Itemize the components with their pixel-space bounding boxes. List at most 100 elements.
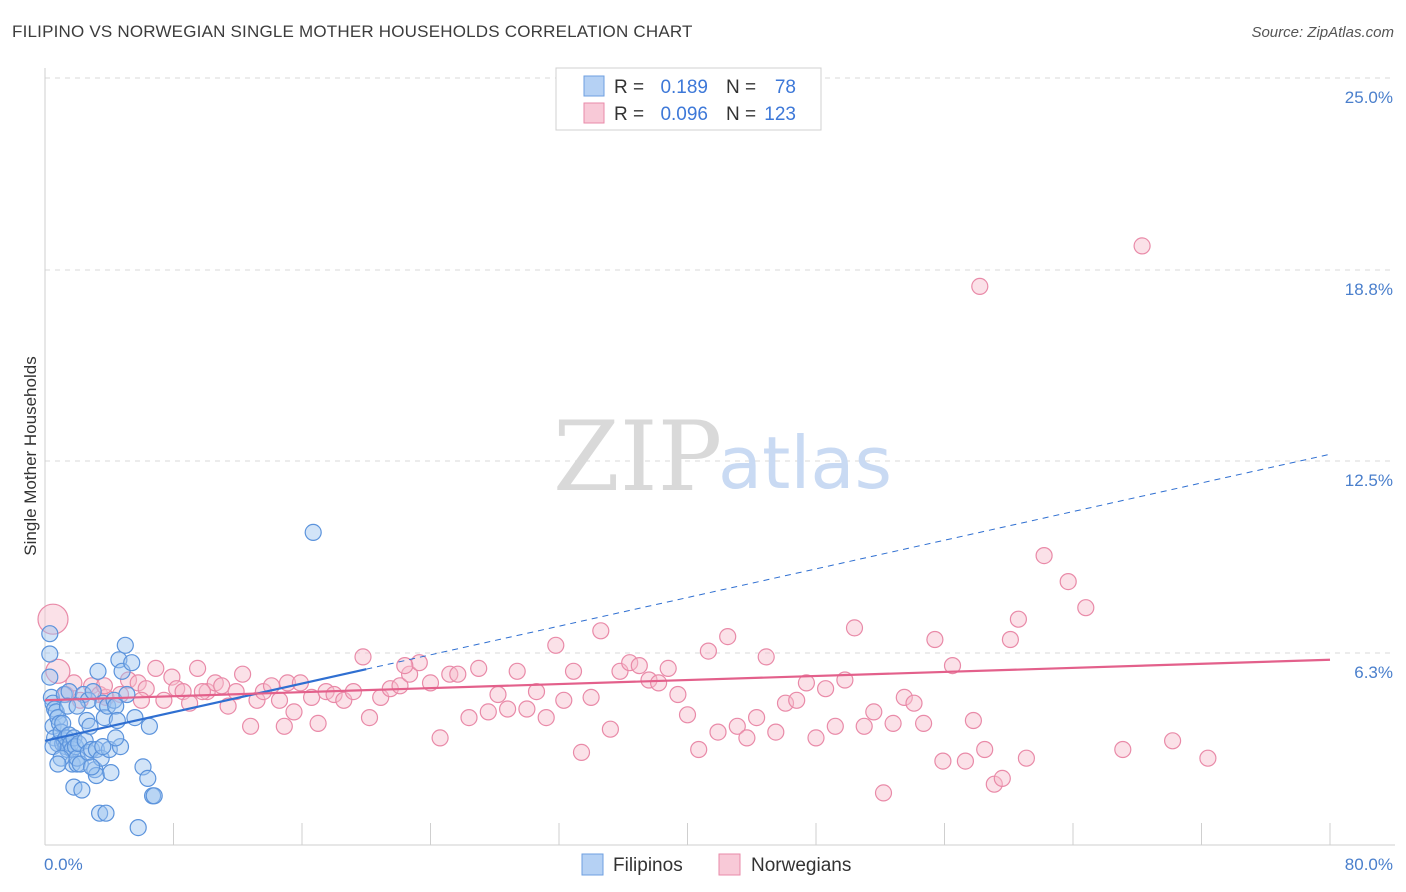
point-filipinos <box>304 523 322 542</box>
watermark-zip: ZIP <box>553 401 722 513</box>
point-filipinos <box>58 697 77 715</box>
point-norwegians <box>303 688 321 707</box>
point-norwegians <box>1114 740 1132 759</box>
point-norwegians <box>119 671 138 689</box>
point-norwegians <box>155 691 173 709</box>
point-norwegians <box>926 630 944 649</box>
point-norwegians <box>895 688 913 707</box>
point-norwegians <box>219 697 237 715</box>
point-filipinos <box>87 766 106 785</box>
point-norwegians <box>572 743 591 762</box>
point-norwegians <box>659 659 677 678</box>
point-norwegians <box>699 642 718 660</box>
point-norwegians <box>1017 749 1036 767</box>
point-norwegians <box>1001 630 1020 649</box>
series-filipinos <box>41 523 322 837</box>
point-norwegians <box>234 665 252 683</box>
chart-source: Source: ZipAtlas.com <box>1251 24 1394 41</box>
legend-swatch-filipinos <box>583 75 605 97</box>
legend: R = 0.189 N = 78 R = 0.096 N = 123 <box>555 67 822 131</box>
point-norwegians <box>449 665 467 683</box>
point-norwegians <box>621 654 639 672</box>
point-norwegians <box>993 769 1011 788</box>
point-norwegians <box>147 659 165 678</box>
point-norwegians <box>508 662 526 680</box>
point-norwegians <box>728 717 746 735</box>
point-norwegians <box>275 717 293 735</box>
point-norwegians <box>189 659 207 678</box>
point-norwegians <box>547 636 565 654</box>
point-filipinos <box>97 804 115 822</box>
point-filipinos <box>107 729 125 747</box>
point-filipinos <box>145 787 163 805</box>
point-filipinos <box>126 708 144 727</box>
point-norwegians <box>845 619 864 637</box>
y-tick-label-6-3: 6.3% <box>1354 663 1393 682</box>
y-axis-label: Single Mother Households <box>21 356 40 555</box>
trend-line-norwegians <box>44 658 1331 702</box>
point-filipinos <box>111 737 130 756</box>
point-norwegians <box>1133 237 1151 255</box>
point-filipinos <box>139 769 157 788</box>
point-norwegians <box>213 677 231 695</box>
point-norwegians <box>964 711 983 730</box>
x-tick-label-min: 0.0% <box>44 855 83 874</box>
point-norwegians <box>816 680 835 698</box>
point-norwegians <box>690 740 708 759</box>
point-filipinos <box>123 654 141 672</box>
point-norwegians <box>555 691 573 709</box>
point-filipinos <box>41 625 59 643</box>
point-norwegians <box>826 717 844 735</box>
point-norwegians <box>65 674 83 692</box>
point-norwegians <box>1035 546 1053 565</box>
point-filipinos <box>71 755 89 773</box>
chart-title: FILIPINO VS NORWEGIAN SINGLE MOTHER HOUS… <box>12 22 693 41</box>
point-norwegians <box>956 752 975 770</box>
trend-lines <box>44 453 1331 742</box>
legend-n-label-norwegians: N = <box>726 104 756 125</box>
point-norwegians <box>421 674 440 692</box>
point-filipinos <box>116 636 134 654</box>
point-filipinos <box>41 645 59 663</box>
point-norwegians <box>193 682 211 701</box>
point-filipinos <box>129 818 147 837</box>
bottom-legend-swatch-filipinos <box>581 853 604 876</box>
point-norwegians <box>285 703 303 721</box>
point-filipinos <box>73 781 91 799</box>
point-norwegians <box>470 659 488 678</box>
y-tick-label-12-5: 12.5% <box>1345 471 1393 490</box>
point-norwegians <box>601 720 620 738</box>
point-norwegians <box>943 656 962 675</box>
x-tick-marks <box>173 823 1331 845</box>
point-norwegians <box>335 691 353 709</box>
point-norwegians <box>460 708 478 727</box>
point-norwegians <box>354 648 372 666</box>
point-norwegians <box>564 662 583 680</box>
point-norwegians <box>767 723 785 741</box>
point-norwegians <box>678 706 697 724</box>
point-filipinos <box>60 682 78 701</box>
point-filipinos <box>94 737 112 756</box>
bottom-legend-label-norwegians: Norwegians <box>751 855 851 876</box>
point-norwegians <box>248 691 266 709</box>
point-norwegians <box>592 622 610 640</box>
point-norwegians <box>582 688 600 707</box>
point-norwegians <box>1059 572 1077 591</box>
point-norwegians <box>865 703 883 721</box>
point-norwegians <box>1077 599 1095 617</box>
legend-n-value-filipinos: 78 <box>775 77 796 98</box>
legend-r-value-filipinos: 0.189 <box>660 77 708 98</box>
grid-lines <box>45 77 1395 654</box>
legend-r-label-filipinos: R = <box>614 77 644 98</box>
point-norwegians <box>934 752 952 770</box>
point-norwegians <box>976 740 994 759</box>
point-norwegians <box>1163 732 1182 750</box>
point-norwegians <box>401 665 419 683</box>
legend-r-label-norwegians: R = <box>614 104 644 125</box>
point-norwegians <box>747 708 766 727</box>
point-norwegians <box>971 277 989 295</box>
x-tick-label-max: 80.0% <box>1345 855 1393 874</box>
point-norwegians <box>757 648 775 666</box>
trend-line-filipinos-solid <box>44 668 367 742</box>
